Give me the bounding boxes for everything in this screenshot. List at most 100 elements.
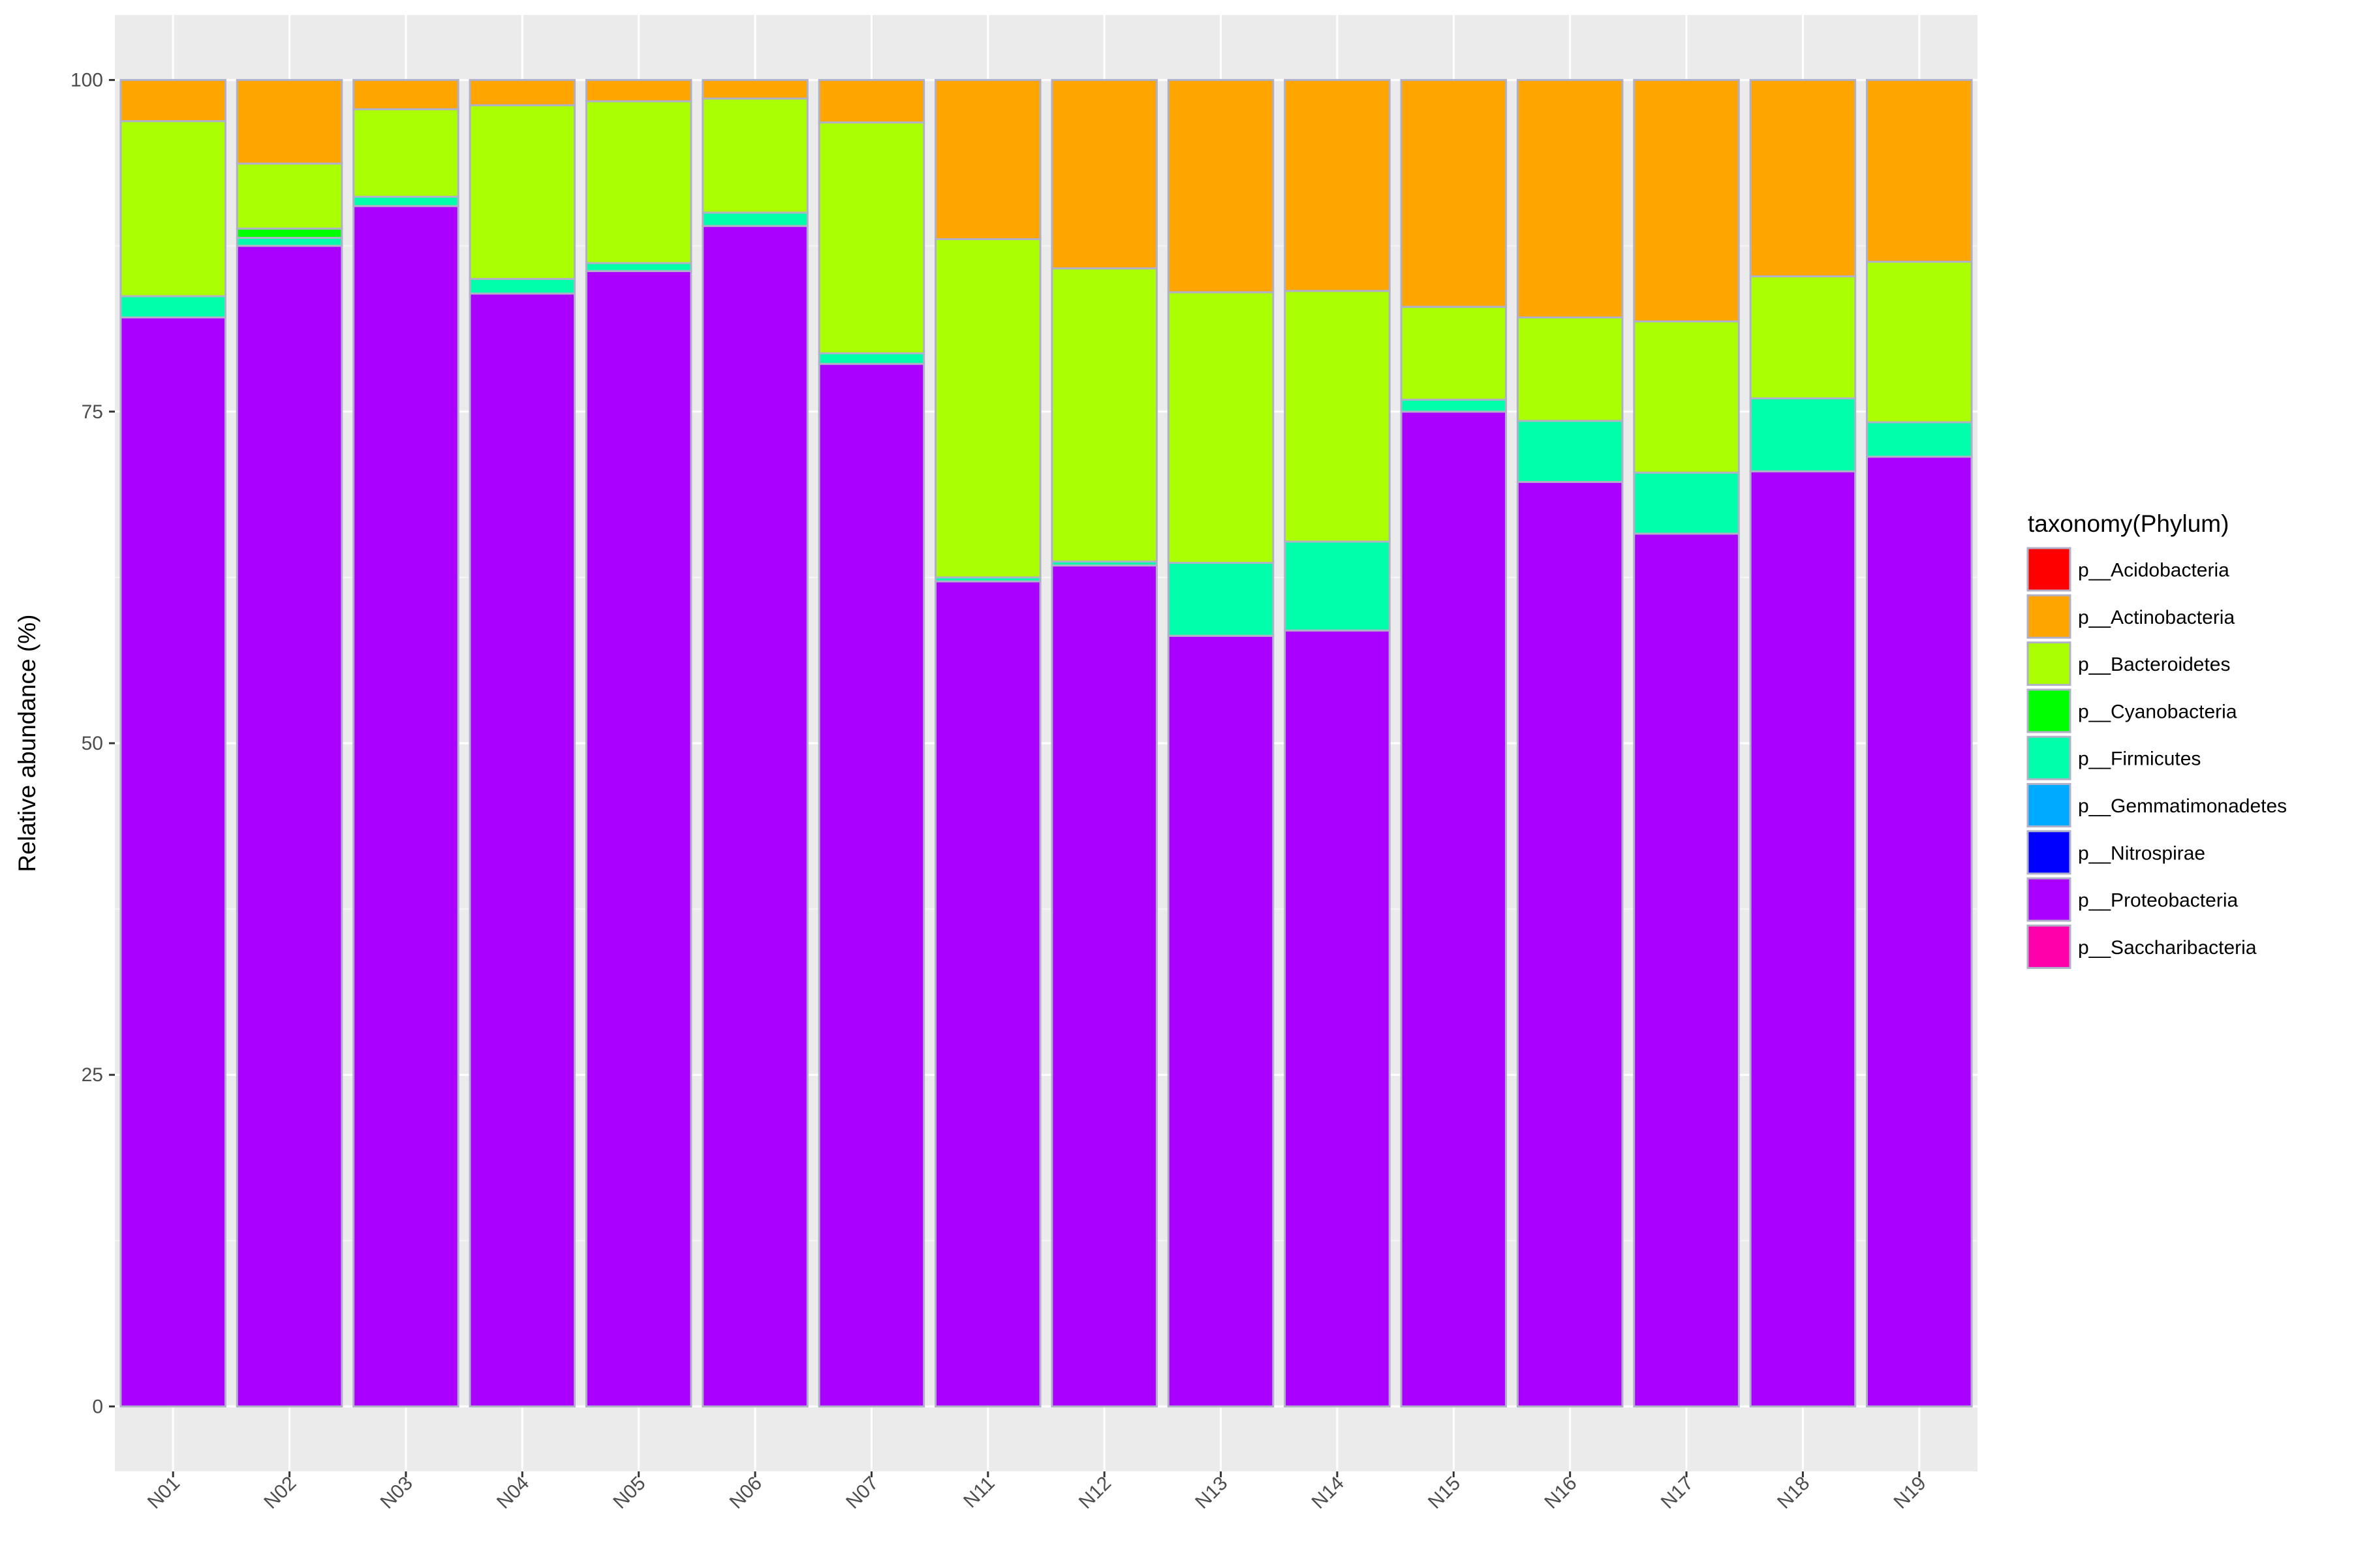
bar-segment-N03-p__Proteobacteria [352, 205, 459, 1407]
bar-segment-N15-p__Proteobacteria [1400, 410, 1508, 1407]
x-tick-label: N12 [1075, 1473, 1115, 1513]
legend-label: p__Proteobacteria [2078, 890, 2238, 912]
x-tick-label: N19 [1890, 1473, 1930, 1513]
legend-key [2026, 594, 2071, 639]
legend-key [2026, 547, 2071, 592]
legend-key [2026, 783, 2071, 827]
bar-segment-N18-p__Proteobacteria [1749, 470, 1857, 1407]
bar-segment-N12-p__Bacteroidetes [1051, 267, 1158, 563]
bar-segment-N07-p__Bacteroidetes [818, 121, 925, 354]
bar-segment-N02-p__Cyanobacteria [236, 227, 343, 239]
x-tick-label: N05 [609, 1473, 649, 1513]
bar-segment-N01-p__Bacteroidetes [119, 120, 226, 298]
bar-segment-N06-p__Proteobacteria [702, 224, 809, 1407]
bar-segment-N17-p__Actinobacteria [1633, 79, 1740, 323]
bar-segment-N01-p__Proteobacteria [119, 316, 226, 1407]
legend-label: p__Acidobacteria [2078, 560, 2229, 581]
legend-label: p__Actinobacteria [2078, 607, 2235, 628]
x-tick-label: N15 [1424, 1473, 1465, 1513]
y-tick-label: 0 [92, 1396, 103, 1417]
bar-segment-N07-p__Actinobacteria [818, 79, 925, 124]
bar-segment-N18-p__Firmicutes [1749, 397, 1857, 472]
legend-title: taxonomy(Phylum) [2028, 510, 2229, 537]
y-tick-label: 75 [82, 401, 103, 423]
y-tick-label: 100 [70, 70, 103, 91]
bar-segment-N11-p__Actinobacteria [935, 79, 1042, 241]
bar-segment-N12-p__Proteobacteria [1051, 564, 1158, 1407]
bar-segment-N06-p__Bacteroidetes [702, 97, 809, 214]
bar-segment-N11-p__Bacteroidetes [935, 238, 1042, 579]
legend-label: p__Saccharibacteria [2078, 937, 2257, 959]
bar-segment-N13-p__Proteobacteria [1167, 634, 1275, 1407]
bar-segment-N18-p__Actinobacteria [1749, 79, 1857, 277]
bar-segment-N17-p__Bacteroidetes [1633, 320, 1740, 474]
legend-key [2026, 688, 2071, 733]
bar-segment-N04-p__Proteobacteria [469, 292, 576, 1407]
bar-segment-N02-p__Firmicutes [236, 237, 343, 247]
bar-segment-N04-p__Bacteroidetes [469, 104, 576, 281]
bar-segment-N04-p__Actinobacteria [469, 79, 576, 106]
bar-segment-N19-p__Proteobacteria [1866, 455, 1973, 1407]
bar-segment-N16-p__Actinobacteria [1516, 79, 1624, 318]
bar-segment-N03-p__Actinobacteria [352, 79, 459, 110]
bar-segment-N06-p__Actinobacteria [702, 79, 809, 100]
bar-segment-N03-p__Bacteroidetes [352, 108, 459, 198]
y-tick-label: 50 [82, 733, 103, 754]
x-tick-label: N11 [959, 1473, 999, 1513]
y-axis: 0 25 50 75 100 [70, 70, 115, 1417]
bar-segment-N16-p__Firmicutes [1516, 420, 1624, 484]
x-tick-label: N06 [726, 1473, 766, 1513]
bar-segment-N19-p__Actinobacteria [1866, 79, 1973, 263]
x-tick-label: N07 [842, 1473, 882, 1513]
legend: taxonomy(Phylum) p__Acidobacteria p__Acti… [2026, 510, 2287, 969]
bar-segment-N05-p__Proteobacteria [585, 269, 692, 1407]
bar-segment-N01-p__Firmicutes [119, 295, 226, 318]
x-tick-label: N16 [1540, 1473, 1581, 1513]
y-tick-label: 25 [82, 1064, 103, 1086]
bar-segment-N07-p__Proteobacteria [818, 363, 925, 1407]
bar-segment-N03-p__Firmicutes [352, 195, 459, 208]
bar-segment-N12-p__Actinobacteria [1051, 79, 1158, 269]
x-tick-label: N01 [144, 1473, 184, 1513]
legend-label: p__Bacteroidetes [2078, 654, 2231, 675]
x-axis: N01 N02 N03 N04 N05 N06 N07 N11 N12 N13 N14 N15 N16 N… [144, 1471, 1930, 1513]
x-tick-label: N13 [1191, 1473, 1232, 1513]
x-tick-label: N14 [1308, 1473, 1348, 1513]
x-tick-label: N17 [1657, 1473, 1697, 1513]
legend-label: p__Firmicutes [2078, 748, 2201, 770]
bar-segment-N02-p__Bacteroidetes [236, 162, 343, 230]
legend-label: p__Nitrospirae [2078, 842, 2205, 864]
legend-key [2026, 641, 2071, 686]
bar-segment-N07-p__Firmicutes [818, 352, 925, 365]
bar-segment-N18-p__Bacteroidetes [1749, 275, 1857, 399]
bar-segment-N04-p__Firmicutes [469, 278, 576, 295]
x-tick-label: N04 [493, 1473, 533, 1513]
bar-segment-N14-p__Bacteroidetes [1284, 290, 1391, 543]
bar-segment-N01-p__Actinobacteria [119, 79, 226, 123]
bar-segment-N06-p__Firmicutes [702, 211, 809, 227]
legend-key [2026, 830, 2071, 875]
x-tick-label: N03 [377, 1473, 417, 1513]
bar-segment-N15-p__Firmicutes [1400, 399, 1508, 413]
bar-segment-N13-p__Actinobacteria [1167, 79, 1275, 294]
x-tick-label: N18 [1773, 1473, 1814, 1513]
bar-segment-N19-p__Bacteroidetes [1866, 260, 1973, 423]
bar-segment-N14-p__Actinobacteria [1284, 79, 1391, 292]
bar-segment-N17-p__Proteobacteria [1633, 532, 1740, 1407]
bar-segment-N02-p__Proteobacteria [236, 245, 343, 1407]
bar-segment-N15-p__Actinobacteria [1400, 79, 1508, 308]
bar-segment-N16-p__Proteobacteria [1516, 481, 1624, 1407]
legend-key [2026, 735, 2071, 780]
bar-segment-N05-p__Bacteroidetes [585, 100, 692, 264]
bars [119, 79, 1973, 1407]
legend-label: p__Gemmatimonadetes [2078, 795, 2287, 817]
bar-segment-N17-p__Firmicutes [1633, 471, 1740, 535]
bar-segment-N15-p__Bacteroidetes [1400, 305, 1508, 401]
bar-segment-N05-p__Firmicutes [585, 262, 692, 272]
bar-segment-N14-p__Proteobacteria [1284, 629, 1391, 1407]
legend-key [2026, 877, 2071, 922]
bar-segment-N13-p__Bacteroidetes [1167, 291, 1275, 564]
bar-segment-N05-p__Actinobacteria [585, 79, 692, 102]
bar-segment-N02-p__Actinobacteria [236, 79, 343, 165]
